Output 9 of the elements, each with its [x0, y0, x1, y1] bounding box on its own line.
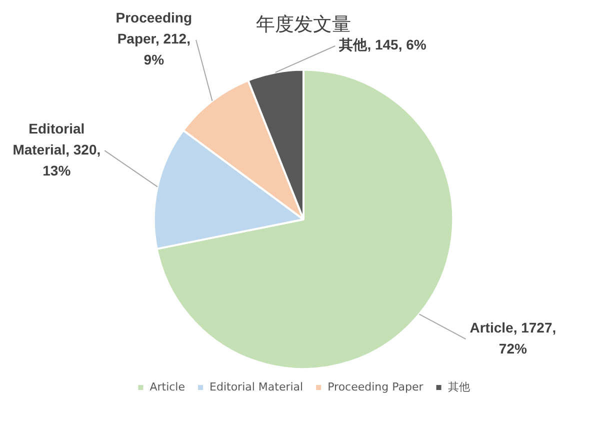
legend-label: Article — [150, 380, 186, 394]
legend-label: Editorial Material — [210, 380, 304, 394]
legend-label: 其他 — [448, 380, 470, 394]
data-label: 其他, 145, 6% — [338, 36, 427, 53]
chart-title: 年度发文量 — [256, 13, 351, 36]
data-label: Article, 1727, 72% — [470, 319, 556, 356]
data-label: Editorial Material, 320, 13% — [12, 120, 101, 178]
data-label: Proceeding Paper, 212, 9% — [116, 10, 192, 68]
legend-label: Proceeding Paper — [328, 380, 424, 394]
